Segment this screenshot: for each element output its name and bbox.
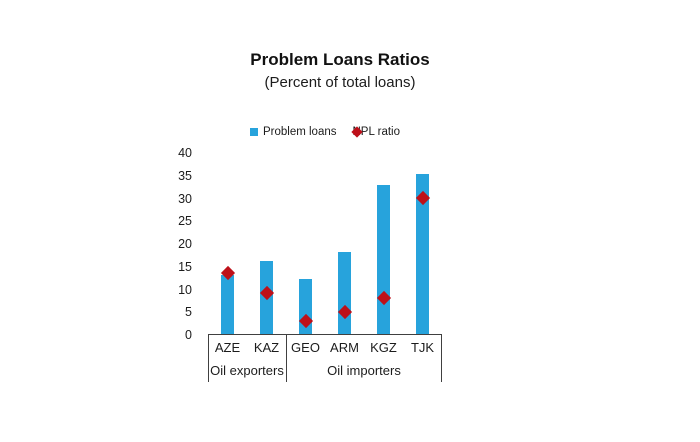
category-label-kaz: KAZ (253, 340, 280, 355)
category-label-aze: AZE (214, 340, 241, 355)
bar-aze (221, 274, 234, 334)
label-box-line (286, 335, 288, 382)
bar-arm (338, 252, 351, 334)
y-tick-label: 0 (185, 328, 192, 342)
bar-tjk (416, 173, 429, 334)
legend-item-npl-ratio: NPL ratio (350, 126, 401, 138)
group-row: Oil exporters Oil importers (208, 359, 442, 382)
category-label-kgz: KGZ (370, 340, 397, 355)
legend-item-problem-loans: Problem loans (249, 126, 337, 138)
blue-square-icon (249, 128, 258, 136)
y-tick-label: 15 (178, 259, 192, 274)
category-row: AZE KAZ GEO ARM KGZ TJK (208, 335, 442, 359)
y-tick-label: 25 (178, 214, 192, 229)
chart-legend: Problem loans NPL ratio (158, 126, 492, 138)
category-label-arm: ARM (330, 340, 359, 355)
y-tick-label: 35 (178, 168, 192, 183)
y-tick-label: 30 (178, 191, 192, 206)
group-label: Oil exporters (210, 363, 284, 378)
label-box-line (208, 335, 210, 382)
legend-label-problem-loans: Problem loans (262, 126, 337, 138)
category-label-geo: GEO (291, 340, 320, 355)
category-label-tjk: TJK (410, 340, 435, 355)
y-tick-label: 20 (178, 237, 192, 251)
x-axis-label-box: AZE KAZ GEO ARM KGZ TJK Oil exporters Oil impo… (208, 335, 442, 382)
group-label: Oil importers (327, 363, 401, 378)
y-tick-label: 40 (178, 146, 192, 160)
y-tick-label: 10 (178, 282, 192, 297)
plot-area (208, 148, 442, 335)
label-box-line (440, 335, 442, 382)
legend-label-npl-ratio: NPL ratio (352, 126, 401, 138)
y-tick-label: 5 (185, 305, 192, 320)
chart-subtitle: (Percent of total loans) (264, 74, 416, 91)
bar-kgz (377, 184, 390, 334)
chart-title: Problem Loans Ratios (250, 50, 430, 69)
